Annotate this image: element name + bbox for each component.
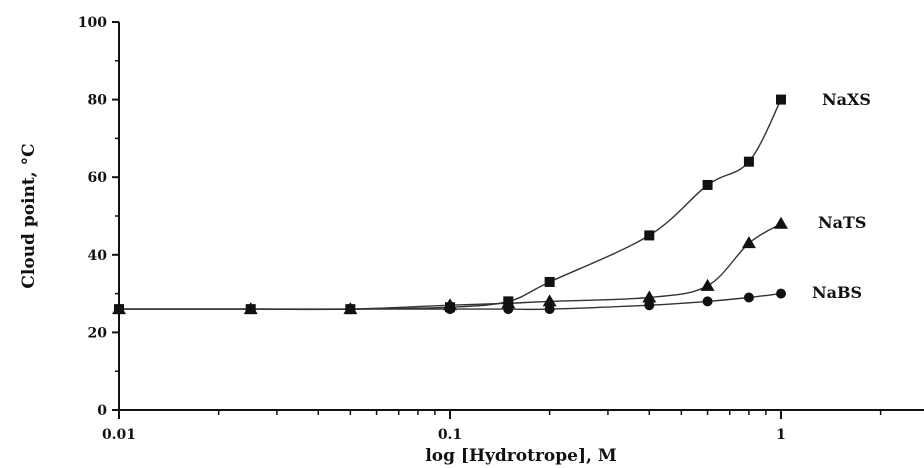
data-point-nabs [743,292,754,303]
series-labels: NaXS NaTS NaBS [812,90,871,302]
data-point-naxs [743,156,754,167]
data-point-naxs [544,276,555,287]
data-point-nabs [245,304,256,315]
y-tick-label: 80 [88,93,108,109]
series-label-nats: NaTS [818,213,866,232]
series-line-naxs [119,99,782,310]
series-markers [112,94,788,315]
y-tick-label: 100 [78,15,107,31]
data-point-naxs [776,94,786,105]
series-label-nabs: NaBS [812,283,862,302]
data-point-nabs [445,304,455,315]
data-point-nats [642,290,657,303]
data-point-nats [542,294,557,307]
data-point-nabs [503,304,514,315]
x-tick-label: 0.1 [438,427,462,443]
y-axis-title: Cloud point, °C [19,143,39,288]
data-point-nats [774,216,788,229]
x-axis-title: log [Hydrotrope], M [425,446,616,466]
data-point-nabs [345,304,356,315]
axis-ticks: 0 20 40 60 80 100 0.01 0.1 1 [78,15,882,443]
data-point-naxs [702,179,713,190]
series-curves [119,99,782,311]
data-point-nats [501,296,516,309]
x-tick-label: 0.01 [102,427,136,443]
series-line-nabs [119,292,782,311]
y-tick-label: 20 [88,325,108,341]
data-point-nabs [114,304,124,315]
series-line-nats [119,223,782,311]
data-point-nabs [702,296,713,307]
y-tick-label: 60 [88,170,108,186]
series-label-naxs: NaXS [822,90,871,109]
data-point-naxs [644,230,655,241]
y-tick-label: 40 [88,248,108,264]
data-point-nabs [776,288,786,299]
data-point-nabs [644,300,655,311]
data-point-nabs [544,304,555,315]
y-tick-label: 0 [97,403,107,419]
data-point-nats [741,236,756,249]
x-tick-label: 1 [776,427,786,443]
data-point-nats [700,278,715,291]
